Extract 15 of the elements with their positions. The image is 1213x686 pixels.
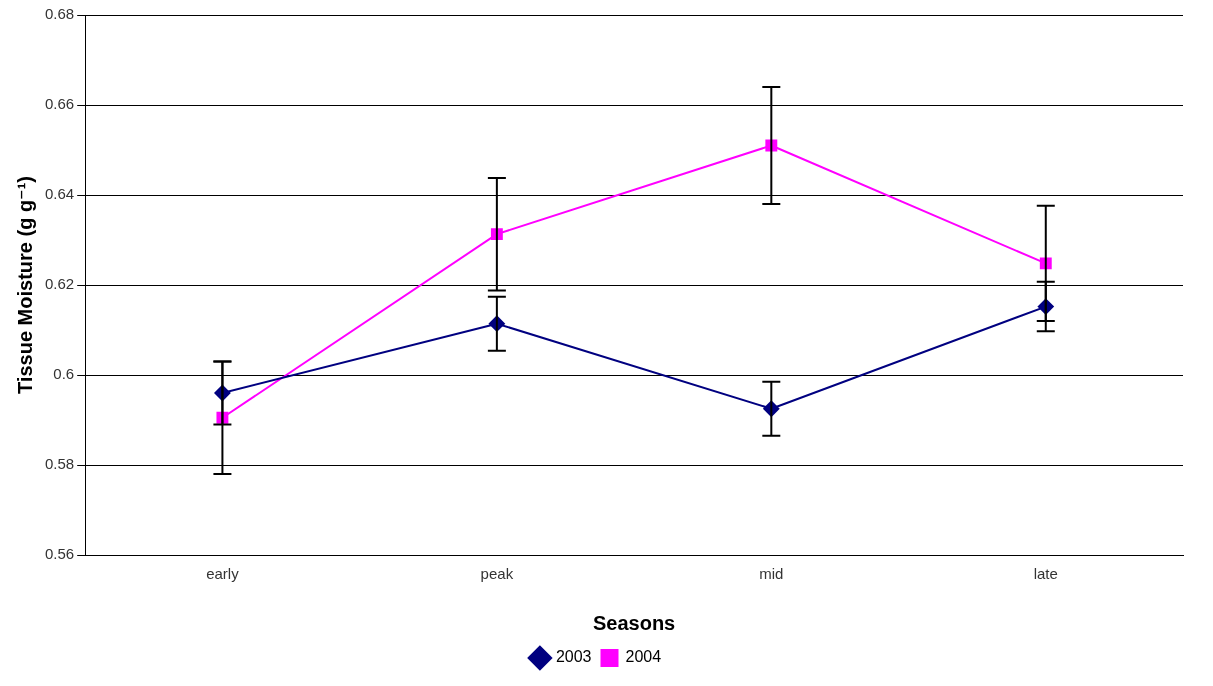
x-tick-label: early	[206, 565, 240, 583]
x-tick-label: peak	[480, 565, 514, 583]
legend-label: 2004	[625, 648, 662, 666]
y-axis-title: Tissue Moisture (g g⁻¹)	[13, 176, 36, 394]
y-tick-label: 0.64	[44, 185, 75, 203]
x-tick-label: mid	[759, 565, 784, 583]
y-tick-label: 0.6	[53, 365, 75, 383]
y-tick-label: 0.58	[44, 455, 75, 473]
x-tick-label: late	[1033, 565, 1058, 583]
y-tick-label: 0.56	[44, 545, 75, 563]
y-tick-label: 0.68	[44, 5, 75, 23]
x-axis-title: Seasons	[592, 611, 676, 634]
y-tick-label: 0.66	[44, 95, 75, 113]
y-tick-label: 0.62	[44, 275, 75, 293]
legend-label: 2003	[555, 648, 592, 666]
